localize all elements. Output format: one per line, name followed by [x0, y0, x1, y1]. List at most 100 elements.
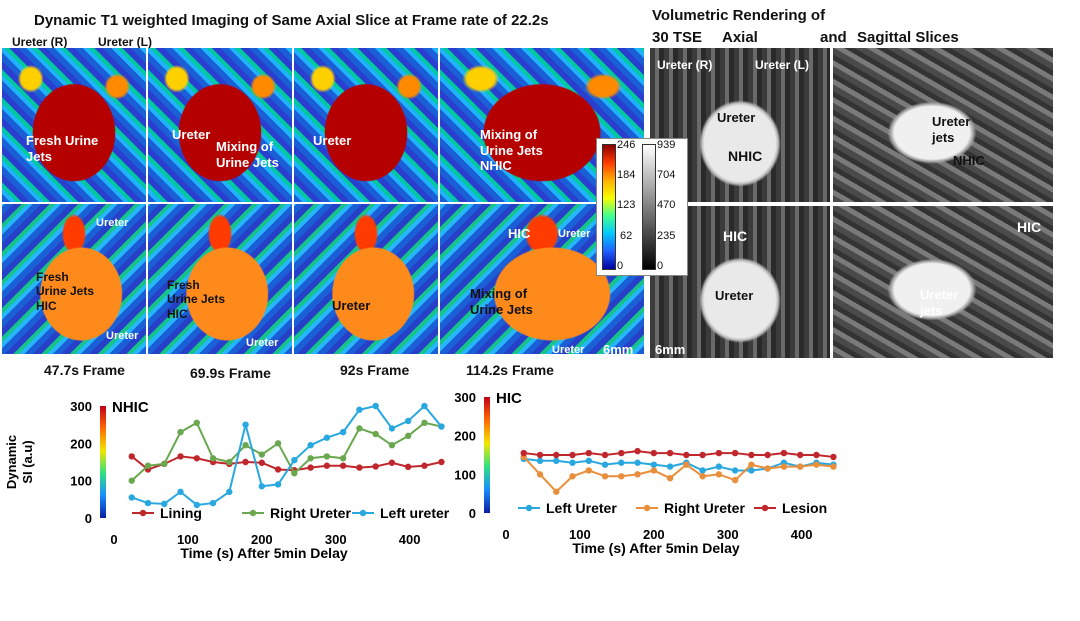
data-point [177, 453, 184, 460]
data-point [699, 473, 706, 480]
data-point [780, 449, 788, 457]
ureter-label-f3: Ureter [313, 133, 352, 148]
y-axis-label: DynamicSI (a.u) [4, 435, 35, 489]
data-point [193, 455, 200, 462]
data-point [404, 417, 412, 425]
ureter-label-b4: Ureter [558, 228, 591, 240]
data-point [683, 451, 690, 459]
data-point [177, 488, 184, 496]
data-point [209, 455, 217, 462]
scale-label-heatmap: 6mm [603, 342, 634, 357]
data-point [339, 428, 347, 436]
data-point [585, 457, 592, 464]
legend-marker [761, 504, 769, 512]
heatmap-frame-1-top [2, 48, 146, 202]
gray-colorbar [642, 144, 656, 270]
data-point [748, 467, 755, 474]
ureter-r-label: Ureter (R) [12, 35, 68, 49]
color-colorbar [602, 144, 616, 270]
mri-ureter-label: Ureter [717, 110, 756, 125]
mri-ureter-r-label: Ureter (R) [657, 58, 713, 72]
data-point [634, 447, 641, 455]
y-axis-label-line: SI (a.u) [20, 440, 35, 483]
data-point [339, 462, 347, 469]
data-point [699, 451, 706, 459]
data-point [715, 471, 723, 478]
data-point [731, 467, 739, 474]
data-point [144, 462, 152, 469]
gray-colorbar-tick: 0 [657, 260, 664, 272]
y-tick-label: 100 [70, 474, 92, 489]
data-point [274, 440, 282, 447]
data-point [666, 463, 674, 470]
data-point [193, 419, 200, 426]
data-point [796, 463, 804, 470]
ureter-label-f2: Ureter [172, 127, 211, 142]
chart-colorbar [484, 397, 490, 513]
data-point [813, 461, 820, 468]
data-point [274, 481, 282, 488]
data-point [553, 488, 560, 495]
data-point [536, 471, 544, 478]
data-point [372, 430, 379, 438]
hic-label-b4: HIC [508, 226, 531, 241]
data-point [323, 453, 331, 460]
frame-label-2: 69.9s Frame [190, 365, 271, 381]
gray-colorbar-tick: 704 [657, 169, 676, 181]
data-point [569, 451, 576, 459]
data-point [764, 465, 771, 472]
data-point [438, 423, 445, 430]
data-point [291, 470, 298, 477]
y-axis-label-line: Dynamic [4, 435, 19, 489]
series-line-left-ureter [131, 404, 443, 506]
data-point [421, 402, 428, 410]
data-point [650, 461, 658, 468]
data-point [666, 475, 674, 482]
data-point [339, 455, 347, 462]
volumetric-title-line2: 30 TSE [652, 29, 703, 46]
ureter-label-b2: Ureter [246, 337, 279, 349]
nhic-chart: 0 100 200 300 0 100 200 300 400 NHIC DynamicSI (a.… [4, 399, 450, 561]
data-point [421, 462, 428, 469]
data-point [715, 463, 723, 470]
y-tick-label: 300 [454, 390, 476, 405]
mixing-label-b4: Mixing of Urine Jets [470, 286, 533, 317]
data-point [128, 477, 135, 484]
gray-colorbar-tick: 470 [657, 199, 676, 211]
y-tick-label: 200 [70, 436, 92, 451]
x-tick-label: 0 [110, 532, 117, 547]
colorbar-tick: 246 [617, 139, 636, 151]
data-point [796, 451, 804, 459]
data-point [731, 476, 739, 484]
x-tick-label: 400 [399, 532, 421, 547]
data-point [307, 455, 314, 462]
data-point [553, 451, 560, 459]
x-tick-label: 400 [791, 527, 813, 542]
data-point [520, 449, 527, 457]
data-point [715, 449, 723, 457]
data-point [634, 471, 641, 478]
data-point [128, 494, 135, 501]
legend-label: Left Ureter [546, 500, 617, 516]
fresh-hic-label-b1: Fresh Urine Jets HIC [36, 270, 95, 313]
ureter-l-label: Ureter (L) [98, 35, 153, 49]
data-point [242, 442, 249, 449]
data-point [748, 461, 755, 468]
data-point [404, 463, 412, 471]
x-tick-label: 300 [325, 532, 347, 547]
data-point [226, 488, 233, 496]
data-point [813, 451, 820, 459]
legend-label: Right Ureter [270, 505, 351, 521]
data-point [666, 449, 674, 457]
data-point [177, 428, 184, 436]
legend-marker [525, 504, 533, 512]
heatmap-frame-1-bottom [2, 204, 146, 354]
fresh-hic-label-b2: Fresh Urine Jets HIC [167, 278, 226, 321]
data-point [144, 499, 152, 507]
sagittal-ureter-jets-label-bottom: Ureter jets [920, 287, 959, 318]
x-axis-label: Time (s) After 5min Delay [572, 540, 739, 556]
data-point [356, 425, 363, 432]
legend-marker [643, 504, 651, 512]
data-point [830, 453, 837, 461]
data-point [780, 463, 788, 470]
